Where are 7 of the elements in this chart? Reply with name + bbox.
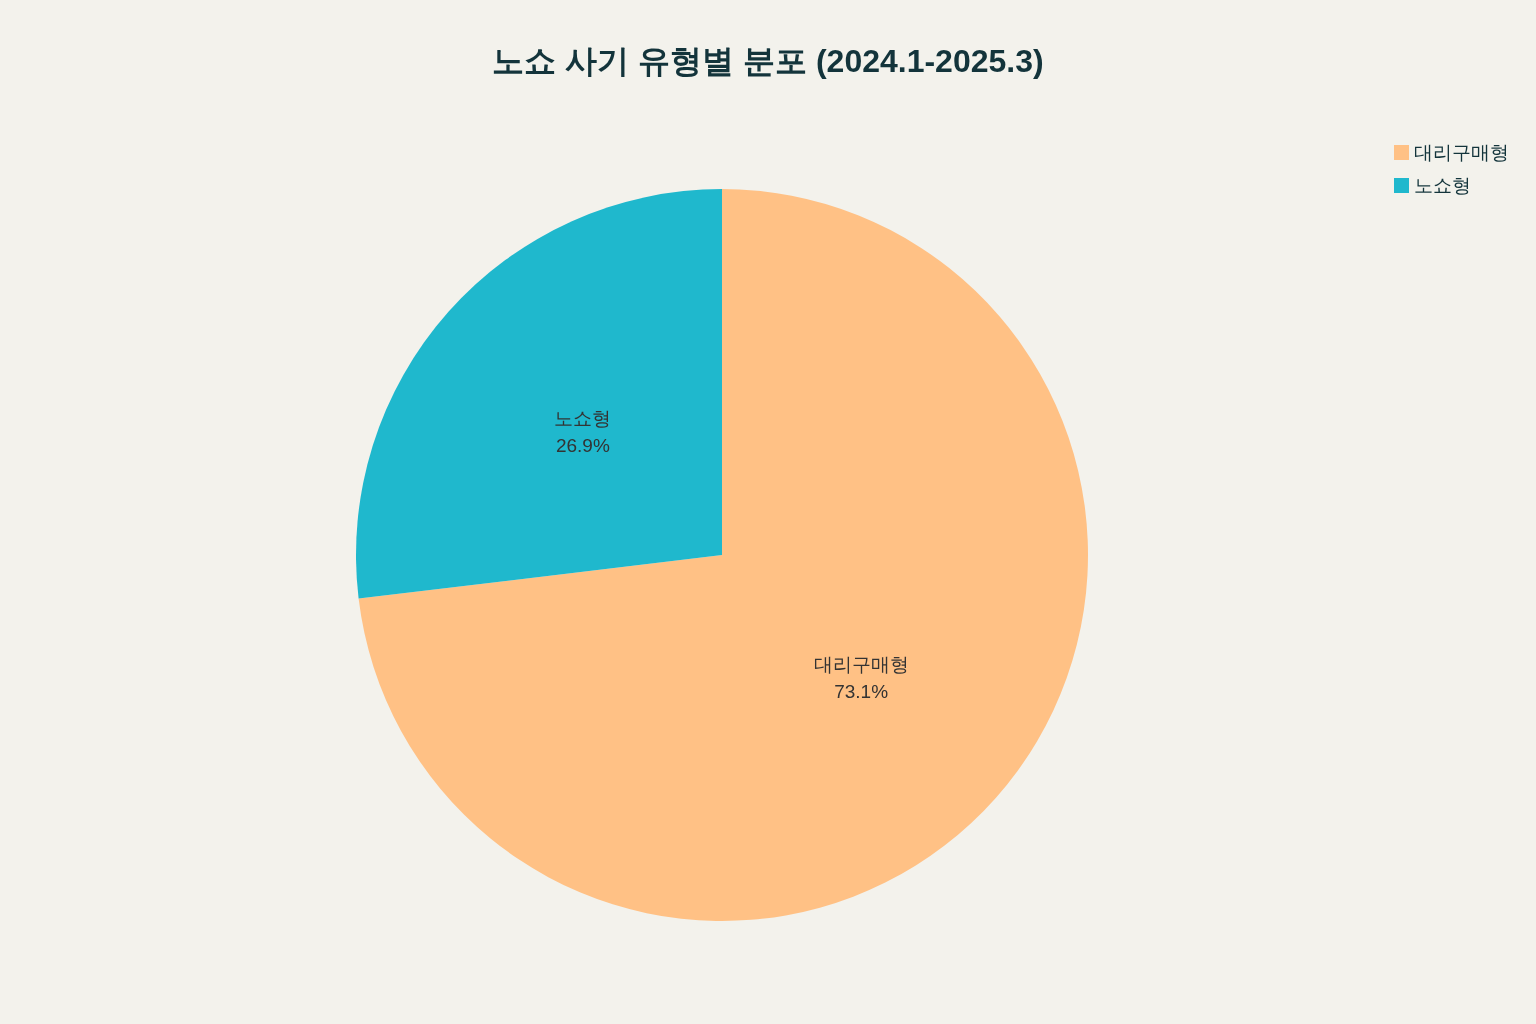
legend-label: 대리구매형 (1414, 142, 1509, 163)
data-label: 26.9% (555, 434, 610, 456)
data-label: 73.1% (834, 681, 889, 703)
slice-label: 대리구매형 (813, 654, 909, 676)
legend-label: 노쇼형 (1414, 175, 1471, 196)
chart-title: 노쇼 사기 유형별 분포 (2024.1-2025.3) (492, 43, 1044, 79)
slice-label: 노쇼형 (554, 407, 612, 429)
